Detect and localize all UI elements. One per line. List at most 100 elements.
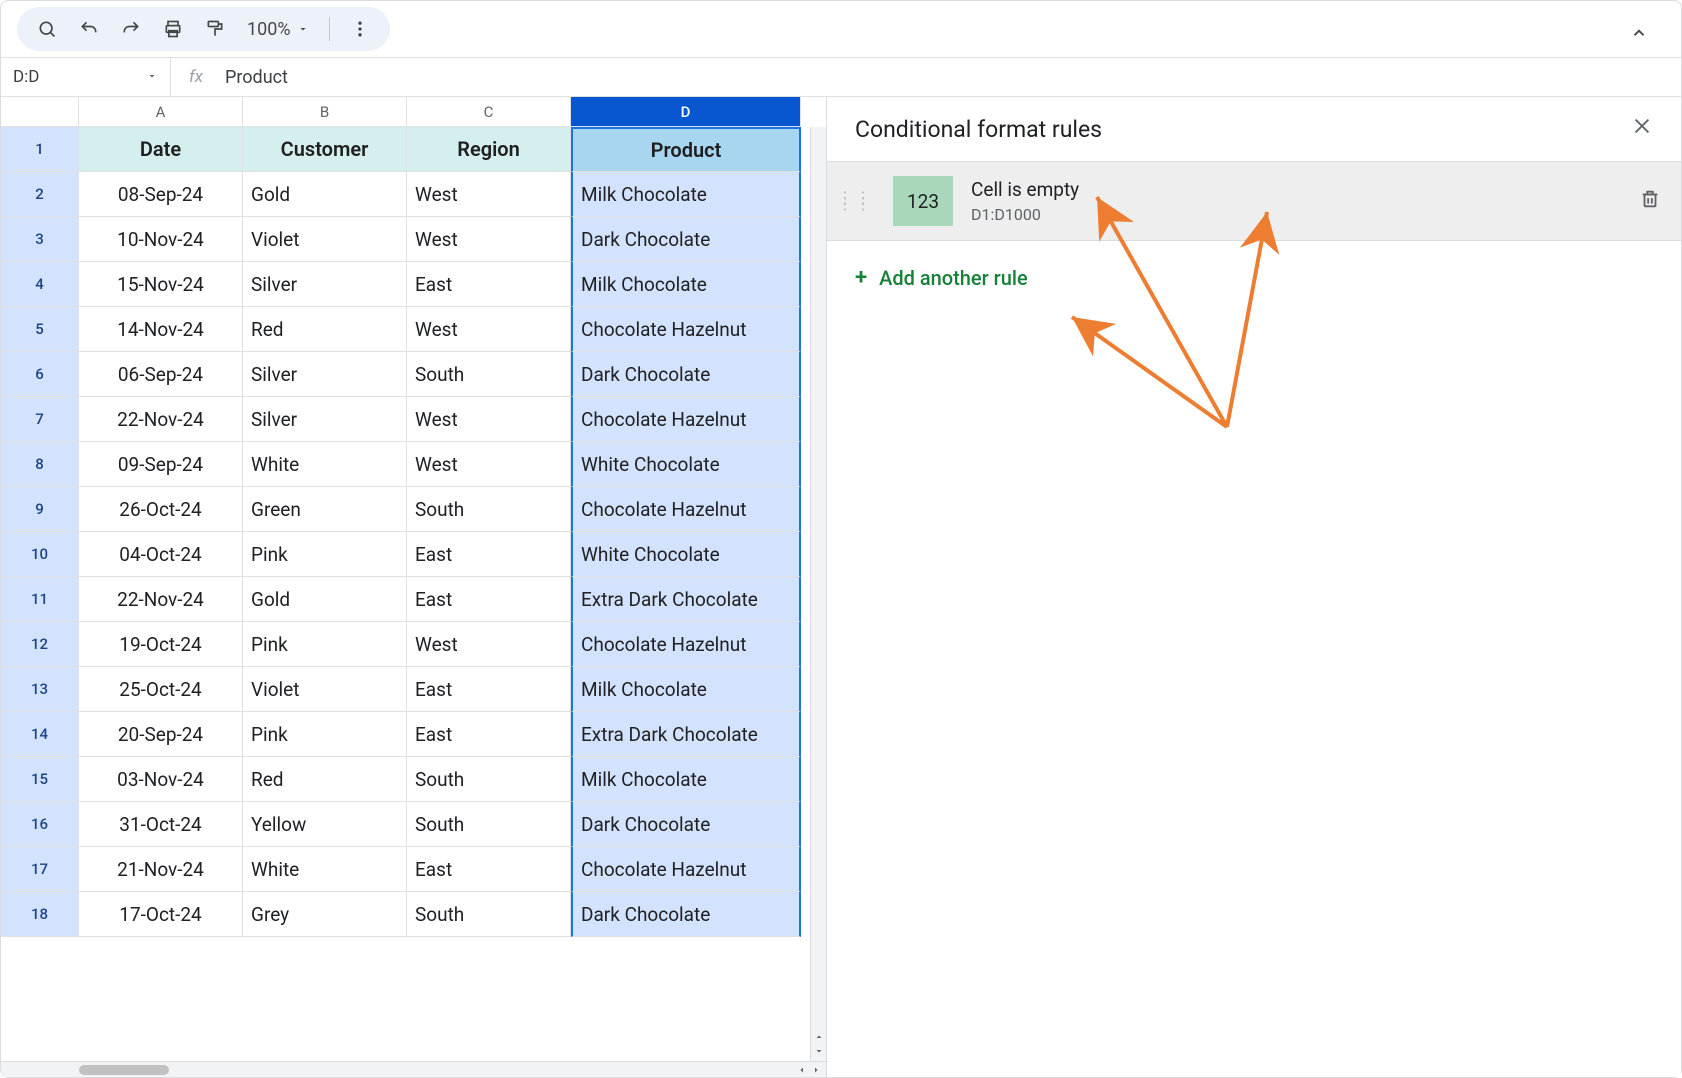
cell[interactable]: Chocolate Hazelnut — [571, 487, 801, 532]
row-header[interactable]: 10 — [1, 532, 79, 577]
cell[interactable]: Gold — [243, 577, 407, 622]
row-header[interactable]: 6 — [1, 352, 79, 397]
scroll-up-icon[interactable] — [813, 1031, 825, 1043]
scroll-thumb[interactable] — [79, 1065, 169, 1075]
row-header[interactable]: 16 — [1, 802, 79, 847]
format-rule-item[interactable]: ⋮⋮⋮⋮ 123 Cell is empty D1:D1000 — [827, 161, 1681, 241]
cell[interactable]: White — [243, 442, 407, 487]
cell[interactable]: 06-Sep-24 — [79, 352, 243, 397]
formula-input[interactable]: Product — [221, 67, 288, 88]
more-icon[interactable] — [342, 11, 378, 47]
cell[interactable]: East — [407, 577, 571, 622]
select-all-corner[interactable] — [1, 97, 79, 127]
cell[interactable]: Violet — [243, 217, 407, 262]
row-header[interactable]: 14 — [1, 712, 79, 757]
row-header[interactable]: 9 — [1, 487, 79, 532]
cell[interactable]: Dark Chocolate — [571, 892, 801, 937]
scroll-left-icon[interactable] — [796, 1064, 808, 1076]
column-header[interactable]: C — [407, 97, 571, 127]
cell[interactable]: East — [407, 847, 571, 892]
cell[interactable]: Red — [243, 307, 407, 352]
horizontal-scrollbar[interactable] — [1, 1061, 826, 1077]
cell[interactable]: East — [407, 712, 571, 757]
drag-handle-icon[interactable]: ⋮⋮⋮⋮ — [835, 195, 875, 207]
cell[interactable]: South — [407, 892, 571, 937]
cell[interactable]: Chocolate Hazelnut — [571, 307, 801, 352]
cell[interactable]: Gold — [243, 172, 407, 217]
row-header[interactable]: 2 — [1, 172, 79, 217]
cell[interactable]: West — [407, 397, 571, 442]
row-header[interactable]: 12 — [1, 622, 79, 667]
cell[interactable]: Dark Chocolate — [571, 217, 801, 262]
row-header[interactable]: 3 — [1, 217, 79, 262]
zoom-dropdown[interactable]: 100% — [239, 19, 317, 40]
cell[interactable]: White — [243, 847, 407, 892]
column-header[interactable]: B — [243, 97, 407, 127]
cell[interactable]: Violet — [243, 667, 407, 712]
row-header[interactable]: 13 — [1, 667, 79, 712]
trash-icon[interactable] — [1639, 188, 1661, 214]
cell[interactable]: South — [407, 757, 571, 802]
paint-format-icon[interactable] — [197, 11, 233, 47]
cell[interactable]: 25-Oct-24 — [79, 667, 243, 712]
cell[interactable]: South — [407, 802, 571, 847]
scroll-down-icon[interactable] — [813, 1045, 825, 1057]
cell[interactable]: White Chocolate — [571, 442, 801, 487]
cell[interactable]: West — [407, 622, 571, 667]
column-header[interactable]: A — [79, 97, 243, 127]
cell[interactable]: Yellow — [243, 802, 407, 847]
cell[interactable]: South — [407, 487, 571, 532]
row-header[interactable]: 11 — [1, 577, 79, 622]
cell[interactable]: 04-Oct-24 — [79, 532, 243, 577]
cell[interactable]: 20-Sep-24 — [79, 712, 243, 757]
row-header[interactable]: 7 — [1, 397, 79, 442]
table-header-cell[interactable]: Region — [407, 127, 571, 172]
cell[interactable]: Milk Chocolate — [571, 757, 801, 802]
cell[interactable]: 22-Nov-24 — [79, 397, 243, 442]
cell[interactable]: East — [407, 532, 571, 577]
scroll-right-icon[interactable] — [810, 1064, 822, 1076]
cell[interactable]: 03-Nov-24 — [79, 757, 243, 802]
cell[interactable]: Milk Chocolate — [571, 172, 801, 217]
cell[interactable]: 31-Oct-24 — [79, 802, 243, 847]
cell[interactable]: Milk Chocolate — [571, 667, 801, 712]
cell[interactable]: 17-Oct-24 — [79, 892, 243, 937]
close-icon[interactable] — [1631, 115, 1653, 143]
cell[interactable]: West — [407, 307, 571, 352]
cell[interactable]: Chocolate Hazelnut — [571, 847, 801, 892]
row-header[interactable]: 1 — [1, 127, 79, 172]
add-rule-button[interactable]: + Add another rule — [827, 241, 1681, 314]
cell[interactable]: 26-Oct-24 — [79, 487, 243, 532]
search-icon[interactable] — [29, 11, 65, 47]
cell[interactable]: Red — [243, 757, 407, 802]
row-header[interactable]: 15 — [1, 757, 79, 802]
cell[interactable]: Pink — [243, 622, 407, 667]
row-header[interactable]: 18 — [1, 892, 79, 937]
cell[interactable]: West — [407, 442, 571, 487]
undo-icon[interactable] — [71, 11, 107, 47]
row-header[interactable]: 17 — [1, 847, 79, 892]
cell[interactable]: West — [407, 217, 571, 262]
cell[interactable]: South — [407, 352, 571, 397]
cell[interactable]: Dark Chocolate — [571, 802, 801, 847]
cell[interactable]: Grey — [243, 892, 407, 937]
cell[interactable]: Silver — [243, 352, 407, 397]
spreadsheet[interactable]: ABCD1DateCustomerRegionProduct208-Sep-24… — [1, 97, 827, 1077]
cell[interactable]: 08-Sep-24 — [79, 172, 243, 217]
vertical-scrollbar[interactable] — [810, 127, 826, 1061]
table-header-cell[interactable]: Product — [571, 127, 801, 172]
cell[interactable]: White Chocolate — [571, 532, 801, 577]
cell[interactable]: Chocolate Hazelnut — [571, 397, 801, 442]
cell[interactable]: 09-Sep-24 — [79, 442, 243, 487]
cell[interactable]: Silver — [243, 397, 407, 442]
cell[interactable]: Chocolate Hazelnut — [571, 622, 801, 667]
cell[interactable]: 22-Nov-24 — [79, 577, 243, 622]
row-header[interactable]: 5 — [1, 307, 79, 352]
cell[interactable]: 15-Nov-24 — [79, 262, 243, 307]
table-header-cell[interactable]: Date — [79, 127, 243, 172]
row-header[interactable]: 8 — [1, 442, 79, 487]
cell[interactable]: 19-Oct-24 — [79, 622, 243, 667]
cell[interactable]: Green — [243, 487, 407, 532]
cell[interactable]: Silver — [243, 262, 407, 307]
cell[interactable]: 14-Nov-24 — [79, 307, 243, 352]
